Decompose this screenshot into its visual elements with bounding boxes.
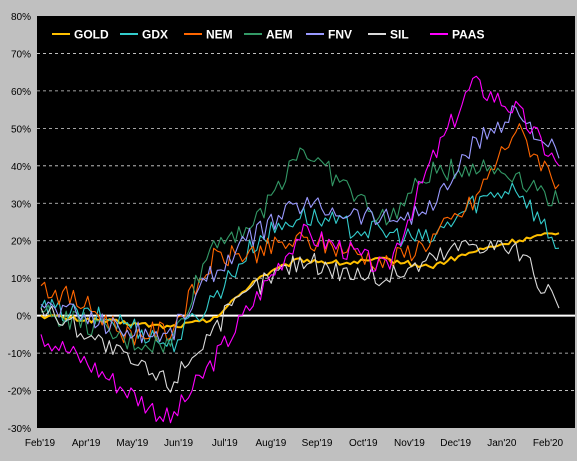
x-tick-label: Sep'19	[302, 438, 333, 449]
y-tick-label: -10%	[8, 349, 31, 360]
y-tick-label: 80%	[11, 12, 31, 23]
y-tick-label: -20%	[8, 387, 31, 398]
legend-label-gdx: GDX	[142, 28, 168, 42]
series-line-nem	[40, 123, 560, 346]
legend-label-sil: SIL	[390, 28, 409, 42]
x-tick-label: Dec'19	[440, 438, 471, 449]
y-tick-label: 40%	[11, 162, 31, 173]
y-tick-label: -30%	[8, 424, 31, 435]
plot-area	[37, 16, 575, 428]
y-tick-label: 10%	[11, 274, 31, 285]
y-tick-label: 50%	[11, 124, 31, 135]
y-tick-label: 20%	[11, 237, 31, 248]
series-line-paas	[40, 75, 560, 424]
x-tick-label: Feb'19	[25, 438, 56, 449]
legend-label-nem: NEM	[206, 28, 233, 42]
series-lines	[40, 75, 560, 424]
y-tick-label: 60%	[11, 87, 31, 98]
x-tick-label: Jul'19	[212, 438, 238, 449]
x-tick-label: Oct'19	[349, 438, 378, 449]
legend-label-fnv: FNV	[328, 28, 352, 42]
x-axis-ticks: Feb'19 Apr'19 May'19 Jun'19 Jul'19 Aug'19 Sep'…	[25, 438, 564, 449]
x-tick-label: Jan'20	[487, 438, 517, 449]
x-tick-label: Apr'19	[72, 438, 101, 449]
series-line-fnv	[40, 105, 560, 344]
series-line-gdx	[40, 182, 560, 353]
x-tick-label: Jun'19	[164, 438, 194, 449]
legend-label-paas: PAAS	[452, 28, 484, 42]
series-line-aem	[40, 147, 560, 353]
series-line-sil	[40, 239, 560, 393]
x-tick-label: May'19	[116, 438, 148, 449]
y-tick-label: 70%	[11, 49, 31, 60]
y-tick-label: 0%	[17, 312, 32, 323]
y-axis-ticks: 80% 70% 60% 50% 40% 30% 20% 10% 0% -10% -20% -30%	[8, 12, 31, 435]
x-tick-label: Aug'19	[255, 438, 286, 449]
y-tick-label: 30%	[11, 199, 31, 210]
x-tick-label: Nov'19	[394, 438, 425, 449]
legend: GOLD GDX NEM AEM FNV SIL PAAS	[52, 28, 484, 42]
legend-label-aem: AEM	[266, 28, 293, 42]
legend-label-gold: GOLD	[74, 28, 109, 42]
x-tick-label: Feb'20	[533, 438, 564, 449]
